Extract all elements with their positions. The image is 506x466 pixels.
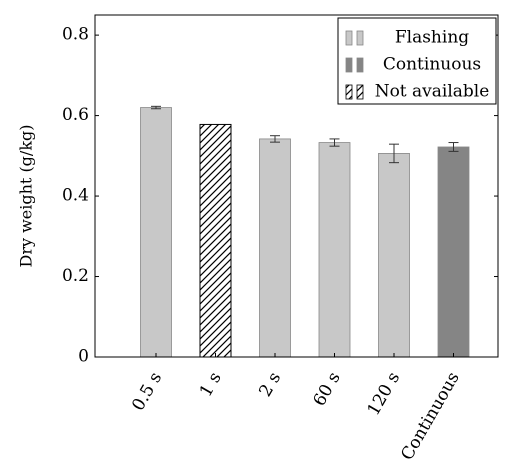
bar-4 bbox=[318, 142, 351, 358]
x-tick-label-4: 60 s bbox=[310, 369, 345, 410]
x-tick-label-5: 120 s bbox=[364, 369, 405, 419]
bars-layer bbox=[140, 107, 470, 358]
legend: Flashing Continuous Not available bbox=[337, 17, 497, 105]
y-tick-label-3: 0.4 bbox=[62, 186, 89, 206]
x-tick-label-2: 1 s bbox=[196, 369, 226, 401]
legend-items: Flashing Continuous Not available bbox=[345, 28, 490, 102]
legend-label-continuous: Continuous bbox=[383, 55, 481, 75]
legend-label-not_available: Not available bbox=[375, 82, 490, 102]
bar-3 bbox=[259, 138, 291, 358]
legend-swatch-continuous-b bbox=[356, 57, 364, 73]
y-tick-label-1: 0 bbox=[78, 347, 89, 367]
y-ticks-layer: 0 0.2 0.4 0.6 0.8 bbox=[62, 25, 498, 367]
legend-swatch-flashing-a bbox=[345, 30, 353, 46]
y-axis-label: Dry weight (g/kg) bbox=[17, 125, 36, 268]
x-tick-label-6: Continuous bbox=[397, 369, 463, 464]
x-tick-label-1: 0.5 s bbox=[128, 369, 166, 415]
legend-swatch-continuous-a bbox=[345, 57, 353, 73]
legend-label-flashing: Flashing bbox=[395, 28, 469, 48]
error-bars-layer bbox=[151, 105, 459, 164]
bar-6 bbox=[437, 146, 470, 358]
legend-box bbox=[337, 17, 497, 105]
y-tick-label-4: 0.6 bbox=[62, 105, 89, 125]
bar-5 bbox=[378, 153, 410, 358]
bar-1 bbox=[140, 107, 172, 358]
legend-swatch-flashing-b bbox=[356, 30, 364, 46]
y-tick-label-5: 0.8 bbox=[62, 25, 89, 45]
legend-swatch-not_available-a bbox=[345, 84, 353, 100]
bar-2 bbox=[199, 123, 232, 358]
y-tick-label-2: 0.2 bbox=[62, 266, 89, 286]
legend-swatch-not_available-b bbox=[356, 84, 364, 100]
x-tick-label-3: 2 s bbox=[255, 369, 285, 401]
plot-frame bbox=[94, 14, 499, 358]
